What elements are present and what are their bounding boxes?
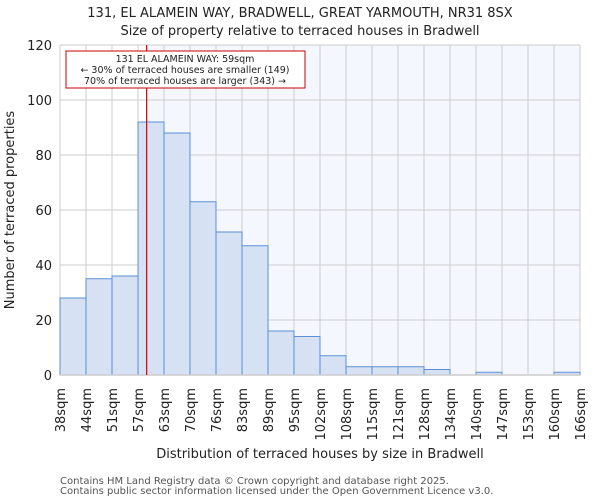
- histogram-bar: [293, 336, 321, 376]
- x-tick-label: 121sqm: [392, 388, 407, 441]
- histogram-bar: [397, 366, 425, 376]
- histogram-bar: [85, 278, 113, 376]
- histogram-bar: [423, 369, 451, 376]
- x-tick-label: 160sqm: [548, 388, 563, 441]
- x-tick-label: 70sqm: [184, 388, 199, 432]
- histogram-bar: [137, 121, 165, 376]
- annotation-line-2: ← 30% of terraced houses are smaller (14…: [80, 65, 289, 76]
- y-axis-title: Number of terraced properties: [3, 111, 18, 310]
- x-tick-label: 153sqm: [522, 388, 537, 441]
- x-tick-label: 140sqm: [470, 388, 485, 441]
- chart-subtitle: Size of property relative to terraced ho…: [120, 24, 479, 39]
- x-tick-label: 51sqm: [106, 388, 121, 432]
- histogram-bar: [163, 132, 191, 376]
- x-tick-label: 134sqm: [444, 388, 459, 441]
- x-axis-title: Distribution of terraced houses by size …: [156, 447, 484, 462]
- y-tick-label: 60: [35, 204, 52, 219]
- x-tick-label: 108sqm: [340, 388, 355, 441]
- y-tick-label: 20: [35, 314, 52, 329]
- chart-title: 131, EL ALAMEIN WAY, BRADWELL, GREAT YAR…: [87, 6, 513, 21]
- x-tick-label: 128sqm: [418, 388, 433, 441]
- x-tick-label: 57sqm: [132, 388, 147, 432]
- footer-line-1: Contains HM Land Registry data © Crown c…: [60, 476, 449, 487]
- y-tick-label: 80: [35, 149, 52, 164]
- x-tick-label: 95sqm: [288, 388, 303, 432]
- x-tick-label: 83sqm: [236, 388, 251, 432]
- histogram-bar: [345, 366, 373, 376]
- annotation-line-3: 70% of terraced houses are larger (343) …: [84, 76, 286, 87]
- x-tick-label: 38sqm: [54, 388, 69, 432]
- footer-line-2: Contains public sector information licen…: [60, 486, 493, 497]
- x-tick-label: 76sqm: [210, 388, 225, 432]
- histogram-bar: [59, 297, 87, 376]
- histogram-bar: [319, 355, 347, 376]
- histogram-bar: [371, 366, 399, 376]
- x-tick-label: 89sqm: [262, 388, 277, 432]
- y-tick-label: 100: [27, 94, 52, 109]
- x-tick-label: 115sqm: [366, 388, 381, 441]
- x-tick-label: 147sqm: [496, 388, 511, 441]
- histogram-bar: [189, 201, 217, 376]
- y-tick-label: 0: [44, 369, 52, 384]
- annotation-box: [65, 50, 306, 89]
- histogram-bar: [267, 330, 295, 376]
- x-tick-label: 102sqm: [314, 388, 329, 441]
- x-tick-label: 166sqm: [574, 388, 589, 441]
- annotation-line-1: 131 EL ALAMEIN WAY: 59sqm: [116, 54, 255, 65]
- x-tick-label: 63sqm: [158, 388, 173, 432]
- histogram-bar: [215, 231, 243, 376]
- histogram-bar: [111, 275, 139, 376]
- y-tick-label: 120: [27, 39, 52, 54]
- histogram-bar: [241, 245, 269, 376]
- x-tick-label: 44sqm: [80, 388, 95, 432]
- y-tick-label: 40: [35, 259, 52, 274]
